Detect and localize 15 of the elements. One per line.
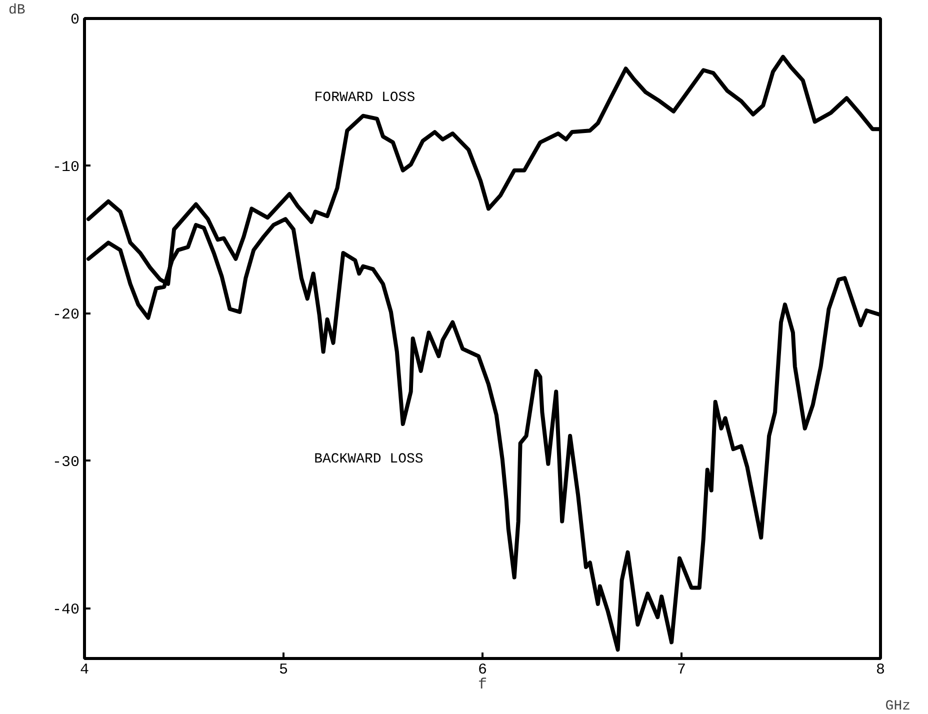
y-axis-title: dB	[8, 2, 26, 18]
y-tick-label: -20	[52, 306, 80, 324]
x-axis-title: f	[478, 676, 488, 694]
x-tick-label: 5	[279, 662, 288, 678]
series-label: FORWARD LOSS	[314, 90, 416, 106]
x-tick-label: 4	[80, 662, 90, 678]
x-tick-label: 6	[478, 662, 488, 678]
y-tick-label: -30	[52, 454, 80, 471]
x-tick-label: 8	[876, 662, 886, 678]
y-tick-label: -40	[52, 601, 80, 618]
text: BACKWARD LOSS	[314, 451, 424, 468]
x-tick-label: 7	[677, 662, 686, 678]
y-tick-label: 0	[70, 12, 80, 28]
text: GHz	[885, 698, 911, 714]
y-tick-label: -10	[52, 158, 80, 176]
